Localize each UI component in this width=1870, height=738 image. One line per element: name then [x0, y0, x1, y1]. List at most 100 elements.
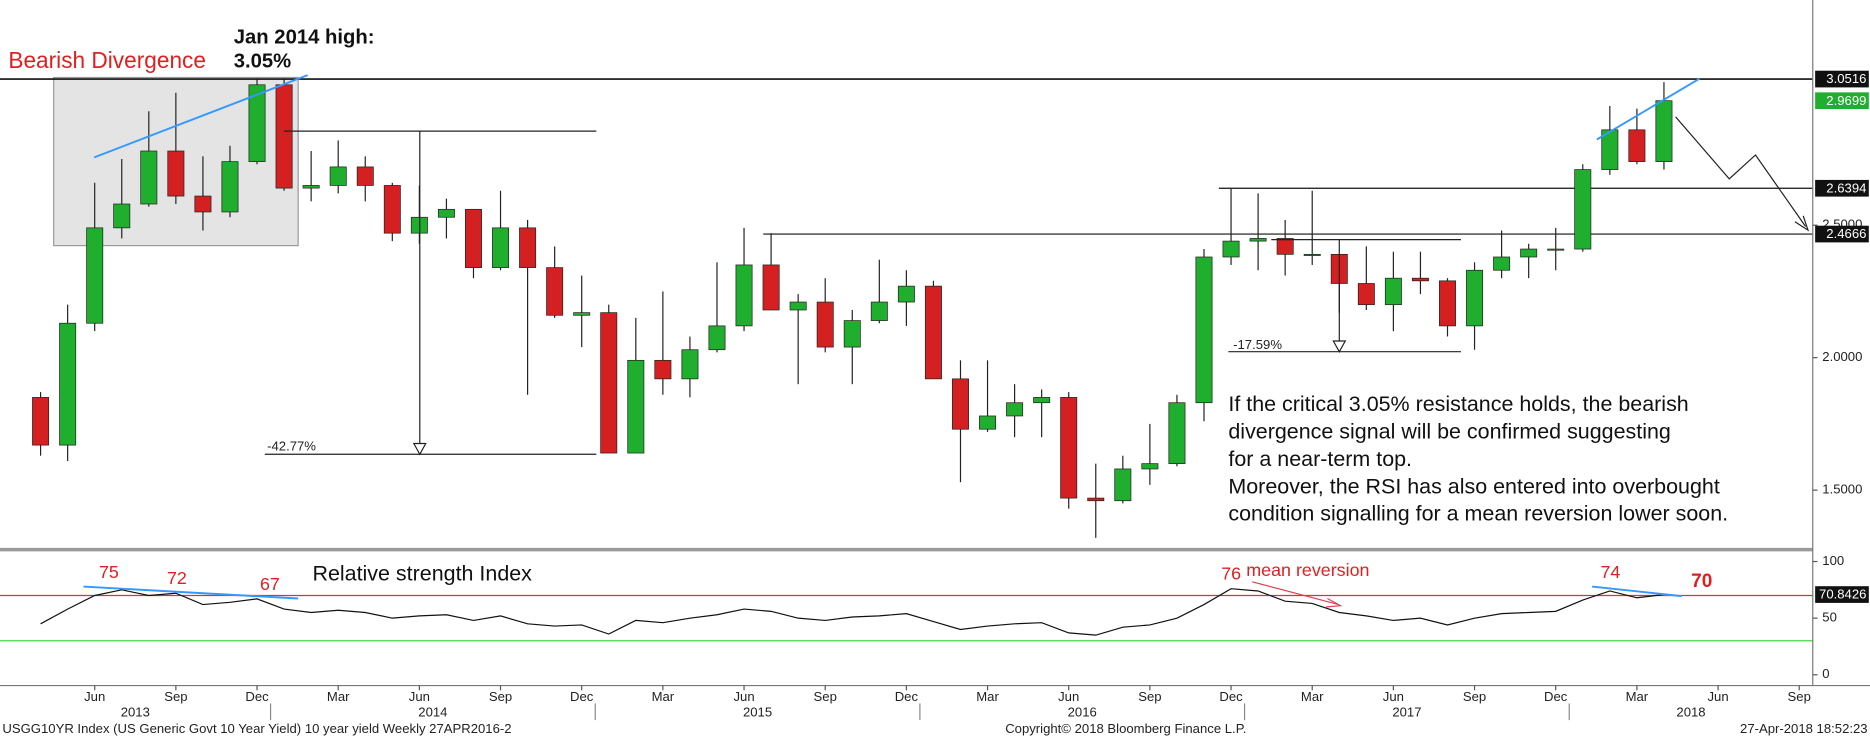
candle-body [465, 208, 482, 268]
y-tick-label: 0 [1822, 666, 1829, 681]
candle-body [600, 312, 618, 454]
x-tick-label: Dec [1544, 689, 1568, 704]
candle-body [275, 84, 293, 189]
value-tag-label: 70.8426 [1819, 587, 1866, 602]
arrow-head [1794, 215, 1810, 232]
x-tick-label: Jun [733, 689, 754, 704]
trendline [83, 585, 299, 600]
footer: USGG10YR Index (US Generic Govt 10 Year … [2, 721, 511, 736]
candle-body [1195, 256, 1213, 404]
candle-body [113, 203, 131, 229]
peak-label: 76 [1221, 563, 1241, 583]
candle-body [167, 150, 185, 197]
trendline [93, 74, 309, 159]
x-tick-label: Dec [1219, 689, 1243, 704]
x-tick-label: Jun [1707, 689, 1728, 704]
candle-body [140, 150, 158, 205]
annotation: -42.77% [267, 439, 316, 454]
annotation: 3.05% [234, 50, 291, 72]
peak-label: 72 [167, 568, 187, 588]
year-label: 2018 [1676, 704, 1705, 719]
value-tag [1815, 586, 1869, 603]
footer: 27-Apr-2018 18:52:23 [1740, 721, 1868, 736]
candle-body [1574, 169, 1592, 250]
x-tick-label: Sep [814, 689, 837, 704]
x-tick-label: Sep [1138, 689, 1161, 704]
candle-body [546, 267, 564, 316]
candle-body [1357, 283, 1375, 306]
value-tag-label: 2.6394 [1826, 180, 1866, 195]
x-tick-label: Mar [976, 689, 999, 704]
y-tick-label: 2.0000 [1822, 349, 1862, 364]
candle-body [492, 227, 510, 268]
commentary: Moreover, the RSI has also entered into … [1228, 474, 1719, 498]
candle-body [1439, 280, 1456, 327]
commentary: for a near-term top. [1228, 447, 1412, 471]
candle-body [1141, 463, 1159, 470]
candle-body [762, 264, 780, 311]
arrow-head [1332, 340, 1347, 353]
current-label: 70 [1691, 571, 1712, 592]
x-tick-label: Mar [327, 689, 350, 704]
candle-body [1087, 497, 1105, 502]
commentary: condition signalling for a mean reversio… [1228, 502, 1728, 526]
marks [0, 78, 1813, 642]
value-tag-label: 3.0516 [1826, 71, 1866, 86]
candle-body [979, 415, 997, 430]
candle-body [1276, 238, 1294, 255]
x-tick-label: Dec [895, 689, 919, 704]
trendline [1592, 585, 1682, 598]
y-tick-label: 50 [1822, 610, 1837, 625]
candle-body [952, 378, 969, 430]
year-label: 2013 [121, 704, 150, 719]
x-tick-label: Sep [164, 689, 187, 704]
candle-body [654, 359, 672, 380]
candle-body [1655, 100, 1673, 162]
candle-body [1303, 253, 1321, 256]
footer: Copyright© 2018 Bloomberg Finance L.P. [1005, 721, 1246, 736]
candle-body [897, 285, 915, 303]
value-tag-label: 2.9699 [1826, 93, 1866, 108]
series-label: Relative strength Index [312, 561, 532, 585]
value-tag-label: 2.4666 [1826, 226, 1866, 241]
x-tick-label: Jun [1058, 689, 1079, 704]
x-tick-label: Dec [245, 689, 269, 704]
x-tick-label: Dec [570, 689, 594, 704]
candle-body [573, 312, 591, 316]
arrow [1252, 581, 1339, 606]
candle-body [1114, 468, 1132, 502]
annotation: mean reversion [1246, 560, 1369, 580]
trendline [1596, 77, 1700, 141]
candle-body [1466, 269, 1484, 327]
candle-body [735, 264, 753, 327]
candle-body [681, 349, 699, 380]
candle-body [1547, 248, 1565, 251]
value-tag [1815, 70, 1869, 88]
peak-label: 74 [1600, 562, 1620, 582]
arrow-head [1326, 597, 1343, 608]
candle-body [1006, 402, 1024, 417]
candle-body [59, 322, 77, 446]
y-tick-label: 100 [1822, 553, 1844, 568]
x-tick-label: Sep [1463, 689, 1486, 704]
candle-body [221, 161, 239, 213]
year-label: 2015 [743, 704, 772, 719]
candle-body [248, 84, 266, 162]
year-label: 2014 [418, 704, 447, 719]
candle-body [870, 301, 888, 321]
commentary: divergence signal will be confirmed sugg… [1228, 419, 1670, 443]
x-tick-label: Mar [652, 689, 675, 704]
candle-body [86, 227, 104, 324]
candle-body [1520, 248, 1538, 258]
candle-body [924, 285, 942, 380]
arrow-head [412, 442, 427, 456]
candle-body [708, 325, 726, 351]
candle-body [1222, 240, 1240, 258]
annotation: Jan 2014 high: [234, 27, 375, 49]
candle-body [194, 195, 212, 213]
annotation: Bearish Divergence [8, 47, 206, 73]
annotation-shapes [83, 74, 1810, 608]
x-tick-label: Mar [1626, 689, 1649, 704]
